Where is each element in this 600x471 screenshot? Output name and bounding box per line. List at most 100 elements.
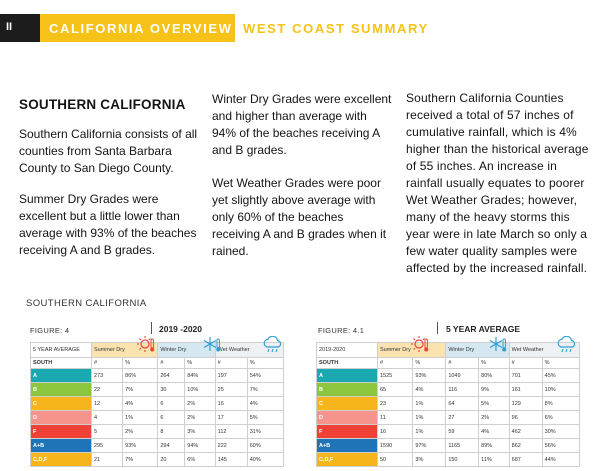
percent-cell: 2% — [478, 410, 510, 425]
percent-cell: 7% — [122, 452, 159, 467]
count-cell: 701 — [508, 368, 543, 383]
grade-label: D — [316, 410, 378, 425]
snowflake-thermometer-icon — [489, 337, 507, 352]
count-cell: 687 — [508, 452, 543, 467]
percent-cell: 89% — [478, 438, 510, 453]
table-row: C,D,F 21 7% 20 6% 145 40% — [30, 452, 285, 467]
count-cell: 145 — [214, 452, 248, 467]
subhead-count: # — [90, 357, 124, 369]
table-row: B 22 7% 30 10% 25 7% — [30, 382, 285, 397]
count-cell: 21 — [90, 452, 124, 467]
grade-label: C — [316, 396, 378, 411]
table-row: D 4 1% 6 2% 17 5% — [30, 410, 285, 425]
count-cell: 23 — [376, 396, 414, 411]
count-cell: 6 — [157, 396, 186, 411]
grade-label: C — [30, 396, 92, 411]
percent-cell: 31% — [246, 424, 285, 439]
table2-figure-label: FIGURE: 4.1 — [318, 326, 365, 335]
column2-paragraph-1: Winter Dry Grades were excellent and hig… — [212, 92, 392, 157]
percent-cell: 80% — [478, 368, 510, 383]
percent-cell: 54% — [246, 368, 285, 383]
percent-cell: 4% — [412, 382, 447, 397]
table-row: C 23 1% 64 5% 129 8% — [316, 396, 581, 411]
percent-cell: 56% — [541, 438, 581, 453]
subhead-percent: % — [478, 357, 510, 369]
table-group-header: 5 YEAR AVERAGE Summer Dry Winter Dry Wet… — [30, 342, 285, 358]
subhead-count: # — [508, 357, 543, 369]
percent-cell: 10% — [541, 382, 581, 397]
percent-cell: 3% — [412, 452, 447, 467]
subhead-percent: % — [541, 357, 581, 369]
sun-thermometer-icon — [411, 336, 429, 352]
count-cell: 1049 — [445, 368, 480, 383]
count-cell: 222 — [214, 438, 248, 453]
grade-label: B — [30, 382, 92, 397]
table-row: A 273 86% 264 84% 197 54% — [30, 368, 285, 383]
table-row: F 5 2% 8 3% 112 31% — [30, 424, 285, 439]
table1-figure-label: FIGURE: 4 — [30, 326, 70, 335]
percent-cell: 45% — [541, 368, 581, 383]
count-cell: 161 — [508, 382, 543, 397]
grade-label: D — [30, 410, 92, 425]
table2-divider — [437, 322, 438, 334]
count-cell: 16 — [376, 424, 414, 439]
grade-label: A — [316, 368, 378, 383]
table-row: F 16 1% 59 4% 462 30% — [316, 424, 581, 439]
column1-paragraph-1: Southern California consists of all coun… — [19, 127, 198, 175]
percent-cell: 40% — [246, 452, 285, 467]
table-header-left: 5 YEAR AVERAGE — [30, 342, 92, 358]
page-number: II — [6, 21, 13, 33]
count-cell: 8 — [157, 424, 186, 439]
table-group-header: 2019-2020 Summer Dry Winter Dry Wet Weat… — [316, 342, 581, 358]
header-page-tab — [0, 14, 40, 42]
table-subheader: SOUTH # % # % # % — [30, 357, 285, 369]
count-cell: 6 — [157, 410, 186, 425]
count-cell: 65 — [376, 382, 414, 397]
sun-thermometer-icon — [137, 336, 155, 352]
table-row: A+B 295 93% 294 94% 222 60% — [30, 438, 285, 453]
grades-table-current: 5 YEAR AVERAGE Summer Dry Winter Dry Wet… — [30, 342, 285, 467]
table-row: C,D,F 50 3% 150 11% 687 44% — [316, 452, 581, 467]
percent-cell: 2% — [122, 424, 159, 439]
percent-cell: 94% — [184, 438, 216, 453]
count-cell: 25 — [214, 382, 248, 397]
percent-cell: 1% — [412, 424, 447, 439]
percent-cell: 30% — [541, 424, 581, 439]
group-summer-dry: Summer Dry — [376, 342, 447, 358]
subhead-percent: % — [412, 357, 447, 369]
percent-cell: 11% — [478, 452, 510, 467]
percent-cell: 4% — [478, 424, 510, 439]
count-cell: 112 — [214, 424, 248, 439]
percent-cell: 60% — [246, 438, 285, 453]
percent-cell: 4% — [246, 396, 285, 411]
percent-cell: 3% — [184, 424, 216, 439]
region-heading: SOUTHERN CALIFORNIA — [19, 97, 186, 112]
subhead-percent: % — [246, 357, 285, 369]
count-cell: 150 — [445, 452, 480, 467]
text-column-3: Southern California Counties received a … — [406, 90, 592, 277]
count-cell: 59 — [445, 424, 480, 439]
grade-label: B — [316, 382, 378, 397]
percent-cell: 9% — [478, 382, 510, 397]
table-subheader: SOUTH # % # % # % — [316, 357, 581, 369]
section-title: CALIFORNIA OVERVIEW — [49, 21, 233, 36]
subhead-percent: % — [122, 357, 159, 369]
count-cell: 129 — [508, 396, 543, 411]
count-cell: 50 — [376, 452, 414, 467]
count-cell: 264 — [157, 368, 186, 383]
percent-cell: 10% — [184, 382, 216, 397]
count-cell: 17 — [214, 410, 248, 425]
percent-cell: 6% — [184, 452, 216, 467]
count-cell: 64 — [445, 396, 480, 411]
count-cell: 1590 — [376, 438, 414, 453]
count-cell: 20 — [157, 452, 186, 467]
percent-cell: 2% — [184, 396, 216, 411]
percent-cell: 97% — [412, 438, 447, 453]
section-subtitle: WEST COAST SUMMARY — [243, 21, 429, 36]
percent-cell: 4% — [122, 396, 159, 411]
count-cell: 11 — [376, 410, 414, 425]
table-header-left: 2019-2020 — [316, 342, 378, 358]
subhead-count: # — [214, 357, 248, 369]
grade-label: A+B — [30, 438, 92, 453]
tables-section-label: SOUTHERN CALIFORNIA — [26, 298, 147, 309]
